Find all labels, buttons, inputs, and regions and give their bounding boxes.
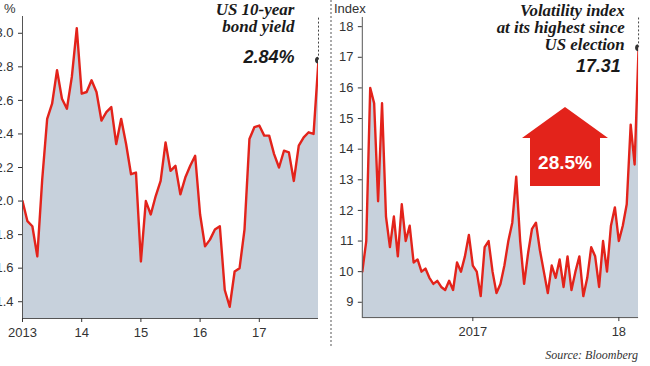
svg-text:2.84%: 2.84% <box>242 47 294 67</box>
svg-text:1.8: 1.8 <box>0 227 14 242</box>
svg-text:11: 11 <box>340 233 353 248</box>
svg-text:18: 18 <box>612 324 626 339</box>
svg-text:2017: 2017 <box>458 324 487 339</box>
svg-text:3.0: 3.0 <box>0 25 14 40</box>
svg-text:2.4: 2.4 <box>0 126 14 141</box>
svg-text:18: 18 <box>339 19 353 34</box>
svg-text:14: 14 <box>339 141 353 156</box>
svg-text:US 10-yearbond yield: US 10-yearbond yield <box>216 0 295 36</box>
svg-text:15: 15 <box>339 111 353 126</box>
svg-text:2.8: 2.8 <box>0 59 14 74</box>
svg-text:2013: 2013 <box>8 325 37 340</box>
svg-text:2.6: 2.6 <box>0 93 14 108</box>
svg-text:Volatility indexat its highest: Volatility indexat its highest sinceUS e… <box>497 1 626 54</box>
svg-text:17: 17 <box>339 49 353 64</box>
html-text:Index: Index <box>334 1 366 16</box>
svg-text:10: 10 <box>339 264 353 279</box>
svg-text:16: 16 <box>193 325 207 340</box>
svg-text:15: 15 <box>134 325 148 340</box>
svg-text:17.31: 17.31 <box>576 56 621 76</box>
svg-text:14: 14 <box>74 325 88 340</box>
svg-text:1.4: 1.4 <box>0 294 14 309</box>
svg-text:2.2: 2.2 <box>0 160 14 175</box>
svg-text:13: 13 <box>339 172 353 187</box>
svg-text:1.6: 1.6 <box>0 260 14 275</box>
svg-text:28.5%: 28.5% <box>538 152 592 173</box>
svg-text:2.0: 2.0 <box>0 193 14 208</box>
svg-text:9: 9 <box>346 294 353 309</box>
svg-text:12: 12 <box>339 203 353 218</box>
html-text:Source: Bloomberg: Source: Bloomberg <box>545 348 638 362</box>
svg-text:17: 17 <box>252 325 266 340</box>
svg-text:16: 16 <box>339 80 353 95</box>
